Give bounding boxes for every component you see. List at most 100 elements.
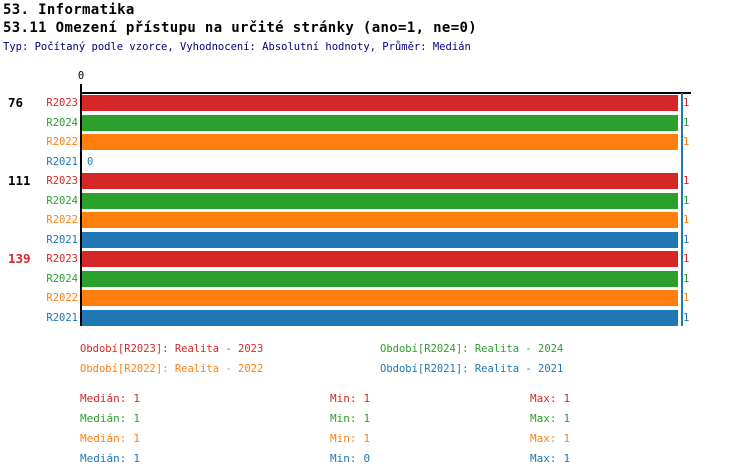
series-label: R2022 [46,292,78,304]
bar-value-label: 1 [683,97,690,109]
bar [82,134,678,150]
bar-value-label: 1 [683,233,690,246]
bar [82,212,678,228]
stat-median-r2022: Medián: 1 [80,432,140,445]
section-title: 53. Informatika [3,2,135,18]
x-axis-line [80,92,691,94]
axis-origin-tick-label: 0 [77,70,85,82]
y-axis-line [80,84,82,326]
stat-label: Max: [530,392,557,405]
bar [82,290,678,306]
bar [82,270,678,287]
bar [82,114,678,131]
stat-max-r2024: Max: 1 [530,412,570,425]
stat-value: 1 [133,392,140,405]
stat-min-r2023: Min: 1 [330,392,370,405]
bar-track: 1 [82,309,689,326]
legend-item-r2021: Období[R2021]: Realita - 2021 [380,363,564,375]
series-label: R2023 [46,253,78,265]
series-label: R2021 [46,233,78,246]
stat-value: 1 [133,412,140,425]
bar-track: 1 [82,114,689,131]
bar-value-label: 1 [683,175,690,187]
series-label: R2024 [46,194,78,207]
stat-label: Min: [330,432,357,445]
stat-label: Max: [530,452,557,465]
series-label: R2024 [46,116,78,129]
bar-value-label: 0 [87,155,94,168]
bar-row: 111 R2023 1 [0,173,750,189]
stat-label: Medián: [80,432,127,445]
bar-row: R2022 1 [0,134,750,150]
stat-value: 1 [563,452,571,465]
stat-min-r2024: Min: 1 [330,412,370,425]
bar [82,173,678,189]
stat-min-r2021: Min: 0 [330,452,370,465]
stat-value: 1 [133,452,140,465]
legend-item-r2024: Období[R2024]: Realita - 2024 [380,343,564,355]
bar-track: 1 [82,231,689,248]
series-label: R2023 [46,97,78,109]
stat-median-r2023: Medián: 1 [80,392,140,405]
median-reference-line [681,93,683,326]
stat-value: 0 [363,452,371,465]
stat-label: Min: [330,452,357,465]
stat-max-r2022: Max: 1 [530,432,570,445]
legend-item-r2022: Období[R2022]: Realita - 2022 [80,363,264,375]
bar-track: 1 [82,192,689,209]
bar [82,251,678,267]
group-count-label: 139 [8,251,31,266]
bar-value-label: 1 [683,116,690,129]
bar-row: R2022 1 [0,212,750,228]
stat-median-r2024: Medián: 1 [80,412,140,425]
stat-label: Medián: [80,392,127,405]
stat-min-r2022: Min: 1 [330,432,370,445]
stat-value: 1 [363,392,371,405]
bar-row: 76 R2023 1 [0,95,750,111]
stat-value: 1 [363,432,371,445]
stat-value: 1 [563,392,571,405]
bar [82,231,678,248]
bar-chart: 76 R2023 1 R2024 1 R2022 1 R2021 [0,95,750,326]
bar-track: 1 [82,270,689,287]
bar-row: R2021 0 [0,154,750,170]
bar [82,309,678,326]
chart-title: 53.11 Omezení přístupu na určité stránky… [3,20,478,36]
bar-track: 0 [82,154,678,170]
bar-row: R2024 1 [0,114,750,131]
stat-median-r2021: Medián: 1 [80,452,140,465]
bar-row: R2024 1 [0,192,750,209]
stat-value: 1 [363,412,371,425]
stat-label: Min: [330,392,357,405]
stat-label: Medián: [80,412,127,425]
series-label: R2022 [46,214,78,226]
stat-value: 1 [133,432,140,445]
bar-value-label: 1 [683,292,690,304]
series-label: R2024 [46,272,78,285]
bar-value-label: 1 [683,194,690,207]
stat-label: Medián: [80,452,127,465]
stat-max-r2023: Max: 1 [530,392,570,405]
bar-track: 1 [82,173,689,189]
bar-row: R2024 1 [0,270,750,287]
stat-max-r2021: Max: 1 [530,452,570,465]
bar-track: 1 [82,290,689,306]
bar-row: R2022 1 [0,290,750,306]
bar-value-label: 1 [683,214,690,226]
bar-value-label: 1 [683,272,690,285]
stat-label: Max: [530,412,557,425]
bar-value-label: 1 [683,136,690,148]
bar-value-label: 1 [683,311,690,324]
stat-label: Max: [530,432,557,445]
chart-meta-line: Typ: Počítaný podle vzorce, Vyhodnocení:… [3,41,471,53]
bar-row: 139 R2023 1 [0,251,750,267]
stat-label: Min: [330,412,357,425]
bar-track: 1 [82,95,689,111]
series-label: R2021 [46,311,78,324]
group-count-label: 111 [8,173,31,188]
series-label: R2023 [46,175,78,187]
group-count-label: 76 [8,95,24,110]
stat-value: 1 [563,432,571,445]
bar [82,192,678,209]
